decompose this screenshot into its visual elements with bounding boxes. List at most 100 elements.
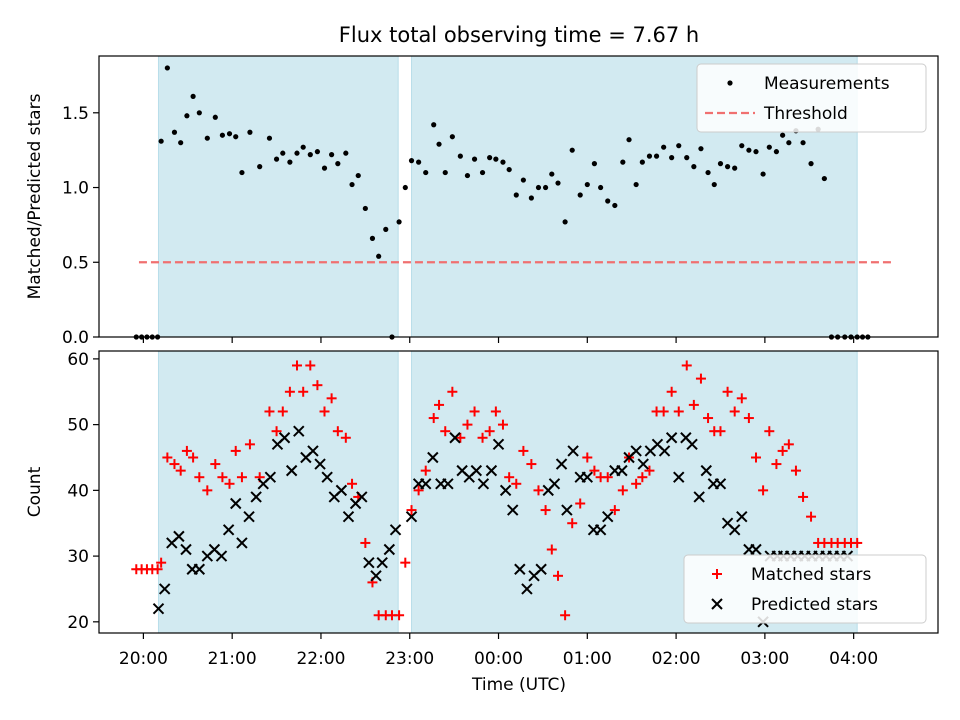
predicted-stars-point-b (420, 478, 432, 490)
x-tick-label: 22:00 (296, 649, 345, 669)
matched-stars-point (575, 498, 586, 509)
predicted-stars-point (180, 543, 192, 556)
predicted-stars-point (693, 491, 705, 503)
predicted-stars-point (342, 510, 355, 523)
predicted-stars-point (173, 530, 185, 543)
matched-stars-point (175, 465, 186, 476)
matched-stars-point (162, 452, 173, 463)
predicted-stars-point-b (342, 510, 355, 523)
predicted-stars-point (264, 471, 277, 483)
matched-stars-point (477, 432, 488, 443)
matched-stars-point (602, 472, 613, 483)
measurements-point (307, 152, 313, 158)
measurements-point (335, 161, 341, 167)
top-axes-frame (98, 55, 939, 338)
legend-marker (711, 598, 723, 610)
predicted-stars-point (470, 464, 483, 477)
predicted-stars-point (602, 510, 614, 523)
matched-stars-point (518, 445, 529, 456)
predicted-stars-point-b (173, 530, 185, 543)
matched-stars-point (484, 426, 495, 437)
predicted-stars-point (285, 464, 298, 477)
predicted-stars-point-b (680, 432, 692, 444)
measurements-point (528, 195, 534, 201)
matched-stars-point (210, 459, 221, 470)
measurements-point (549, 171, 555, 177)
legend-marker-b (711, 598, 723, 610)
matched-stars-point (758, 485, 769, 496)
matched-stars-point (703, 413, 714, 424)
predicted-stars-point-b (314, 458, 326, 470)
legend-label: Threshold (763, 104, 848, 124)
measurements-point (555, 180, 561, 186)
measurements-point (280, 150, 286, 156)
measurements-point (233, 134, 239, 140)
measurements-point (247, 129, 253, 135)
matched-stars-point (666, 386, 677, 397)
predicted-stars-point-b (750, 543, 762, 556)
x-tick-label: 21:00 (208, 649, 257, 669)
predicted-stars-point-b (449, 432, 461, 444)
measurements-point (577, 192, 583, 198)
measurements-point (300, 144, 306, 150)
predicted-stars-point-b (700, 464, 712, 477)
matched-stars-point (644, 465, 655, 476)
bottom-axes-frame (98, 350, 939, 634)
legend-box (683, 554, 927, 624)
matched-stars-point (236, 472, 247, 483)
predicted-stars-point-b (728, 524, 741, 536)
predicted-stars-point (658, 445, 671, 457)
predicted-stars-point-b (548, 478, 561, 490)
predicted-stars-point (293, 425, 305, 437)
predicted-stars-point (728, 524, 741, 536)
legend-marker (712, 569, 722, 579)
predicted-stars-point-b (230, 497, 242, 510)
predicted-stars-point (215, 550, 228, 562)
predicted-stars-point (307, 445, 319, 457)
top-y-axis-label: Matched/Predicted stars (25, 93, 45, 299)
predicted-stars-point (477, 478, 490, 490)
measurements-point (355, 172, 361, 179)
measurements-point (321, 165, 328, 171)
matched-stars-point (244, 439, 255, 450)
matched-stars-point (298, 386, 309, 397)
matched-stars-point (271, 426, 282, 437)
predicted-stars-point-b (499, 484, 512, 497)
matched-stars-point (553, 570, 564, 581)
measurements-point (584, 181, 590, 188)
matched-stars-point (637, 472, 648, 483)
measurements-point (493, 156, 499, 162)
matched-stars-point (152, 564, 163, 575)
predicted-stars-point-b (208, 543, 221, 556)
predicted-stars-point-b (236, 537, 248, 549)
measurements-point (178, 140, 184, 146)
matched-stars-point (631, 478, 642, 489)
predicted-stars-point (637, 458, 649, 470)
measurements-point (329, 152, 335, 158)
y-tick-label: 60 (67, 350, 89, 370)
predicted-stars-point (630, 445, 642, 457)
predicted-stars-point-b (383, 543, 396, 556)
measurements-point (442, 169, 448, 176)
predicted-stars-point (673, 471, 685, 483)
predicted-stars-point (548, 478, 561, 490)
predicted-stars-point-b (405, 510, 418, 523)
predicted-stars-point (314, 458, 326, 470)
matched-stars-point (490, 406, 501, 417)
matched-stars-point (695, 373, 706, 384)
measurements-point (436, 141, 442, 147)
predicted-stars-point (616, 464, 628, 477)
predicted-stars-point-b (158, 583, 171, 595)
measurements-point (773, 149, 780, 155)
predicted-stars-point-b (363, 556, 375, 569)
measurements-point (369, 235, 376, 241)
top-legend: Measurements Threshold (696, 63, 927, 133)
predicted-stars-point-b (376, 556, 388, 569)
matched-stars-point (526, 459, 537, 470)
measurements-point (343, 150, 349, 156)
y-tick-label: 50 (67, 416, 89, 436)
predicted-stars-point (427, 451, 439, 464)
predicted-stars-point (193, 563, 206, 575)
measurements-point (535, 184, 542, 191)
matched-stars-point (715, 426, 726, 437)
